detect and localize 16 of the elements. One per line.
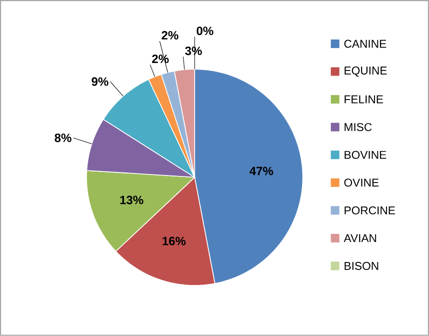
data-label: 13% [120, 196, 144, 204]
legend-label: AVIAN [344, 234, 376, 242]
legend-label: EQUINE [344, 66, 387, 77]
legend-label: OVINE [344, 178, 379, 187]
text: 0% [196, 26, 214, 36]
legend-label: BISON [344, 262, 378, 270]
legend-label: PORCINE [344, 206, 395, 214]
legend-label: FELINE [344, 95, 383, 104]
data-label: 2% [162, 31, 178, 40]
data-label: 8% [54, 134, 72, 142]
data-label: 16% [162, 236, 186, 246]
legend-label: CANINE [344, 40, 386, 48]
data-label: 9% [92, 77, 108, 86]
legend-label: MISC [344, 123, 372, 132]
data-label: 47% [250, 166, 274, 176]
legend-label: BOVINE [344, 150, 386, 159]
